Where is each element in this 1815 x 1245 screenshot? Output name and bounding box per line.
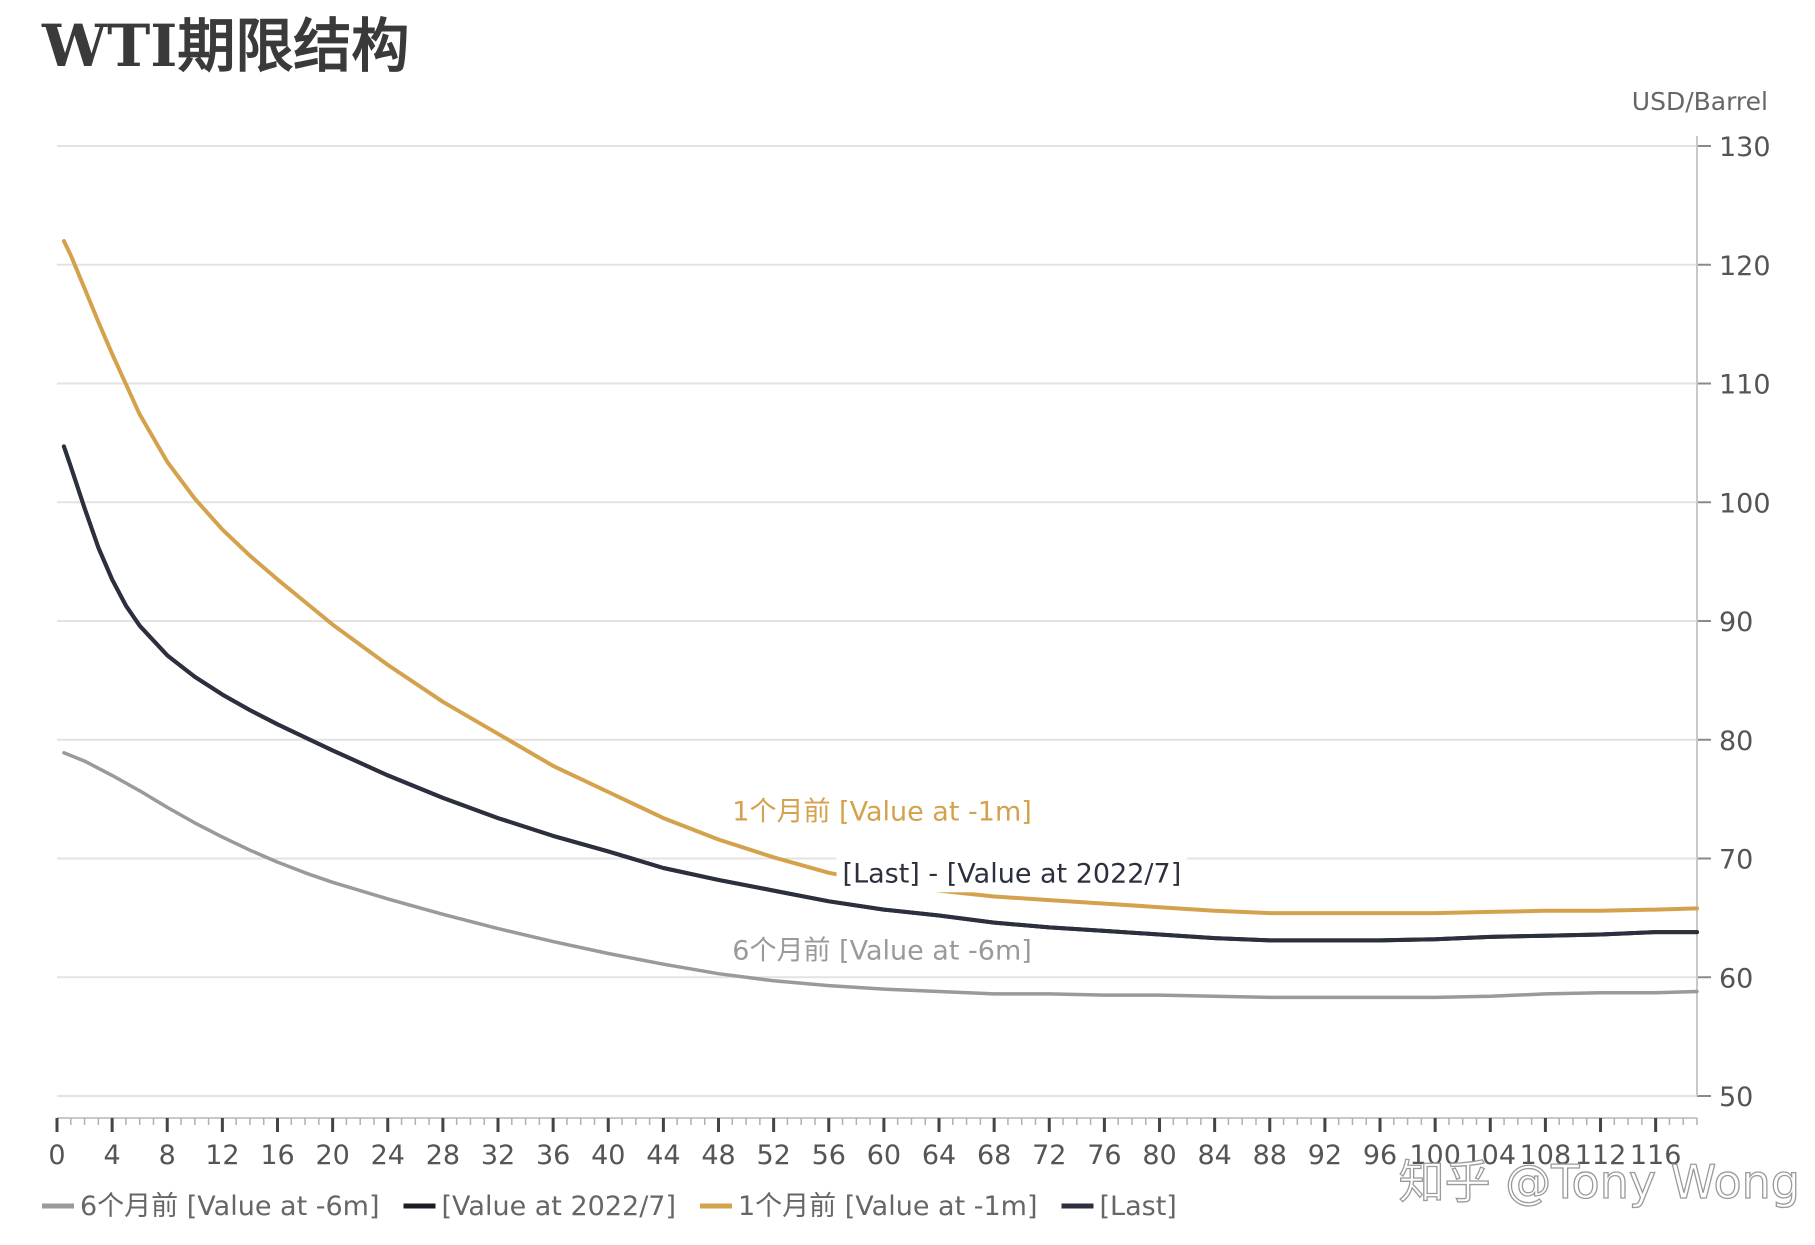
- chart-title: WTI期限结构: [41, 12, 409, 80]
- x-tick-label: 32: [481, 1140, 515, 1171]
- watermark: 知乎 @Tony Wong: [1398, 1154, 1801, 1209]
- x-tick-label: 96: [1363, 1140, 1397, 1171]
- x-tick-label: 28: [426, 1140, 460, 1171]
- x-tick-label: 8: [159, 1140, 176, 1171]
- x-tick-label: 60: [867, 1140, 901, 1171]
- x-tick-label: 44: [646, 1140, 680, 1171]
- x-tick-label: 108: [1520, 1140, 1572, 1171]
- y-tick-label: 90: [1719, 607, 1753, 638]
- x-tick-label: 104: [1465, 1140, 1517, 1171]
- y-tick-label: 110: [1719, 370, 1771, 401]
- x-tick-label: 40: [591, 1140, 625, 1171]
- y-tick-label: 80: [1719, 726, 1753, 757]
- x-tick-label: 68: [977, 1140, 1011, 1171]
- x-tick-label: 64: [922, 1140, 956, 1171]
- annotation-label-m1: 1个月前 [Value at -1m]: [732, 797, 1032, 828]
- y-tick-label: 120: [1719, 251, 1771, 282]
- annotation-label-m6: 6个月前 [Value at -6m]: [732, 935, 1032, 966]
- legend-label-last: [Last]: [1100, 1191, 1177, 1222]
- y-tick-label: 50: [1719, 1082, 1753, 1113]
- x-tick-label: 100: [1409, 1140, 1461, 1171]
- x-tick-label: 24: [371, 1140, 405, 1171]
- legend: 6个月前 [Value at -6m] [Value at 2022/7] 1个月前…: [42, 1191, 1177, 1222]
- x-tick-label: 76: [1087, 1140, 1121, 1171]
- y-tick-label: 60: [1719, 963, 1753, 994]
- watermark-text: 知乎 @Tony Wong: [1399, 1155, 1800, 1209]
- annotation-bg-m6: [726, 931, 1038, 970]
- y-tick-label: 70: [1719, 845, 1753, 876]
- legend-label-m1: 1个月前 [Value at -1m]: [738, 1191, 1038, 1222]
- x-tick-label: 88: [1253, 1140, 1287, 1171]
- annotation-bg-last: [836, 854, 1188, 893]
- x-tick-label: 84: [1197, 1140, 1231, 1171]
- x-tick-label: 56: [812, 1140, 846, 1171]
- x-tick-label: 4: [104, 1140, 121, 1171]
- x-tick-label: 80: [1142, 1140, 1176, 1171]
- series-lines: [61, 239, 1699, 1000]
- x-tick-label: 16: [260, 1140, 294, 1171]
- legend-label-jul: [Value at 2022/7]: [442, 1191, 677, 1222]
- series-annotations: 1个月前 [Value at -1m] [Last] - [Value at 20…: [726, 792, 1188, 970]
- annotation-label-last: [Last] - [Value at 2022/7]: [843, 858, 1182, 889]
- x-tick-label: 116: [1630, 1140, 1682, 1171]
- x-tick-label: 48: [701, 1140, 735, 1171]
- x-tick-label: 92: [1308, 1140, 1342, 1171]
- series-line-last: [61, 444, 1699, 943]
- x-tick-label: 72: [1032, 1140, 1066, 1171]
- y-tick-label: 100: [1719, 488, 1771, 519]
- y-tick-label: 130: [1719, 132, 1771, 163]
- x-tick-label: 52: [756, 1140, 790, 1171]
- x-tick-label: 12: [205, 1140, 239, 1171]
- x-tick-label: 0: [48, 1140, 65, 1171]
- legend-label-m6: 6个月前 [Value at -6m]: [80, 1191, 380, 1222]
- series-line-m1: [61, 239, 1699, 916]
- series-line-m6: [62, 751, 1699, 1000]
- x-tick-label: 20: [315, 1140, 349, 1171]
- x-tick-label: 36: [536, 1140, 570, 1171]
- y-axis-unit-label: USD/Barrel: [1632, 87, 1768, 116]
- annotation-bg-m1: [726, 792, 1038, 831]
- x-tick-label: 112: [1575, 1140, 1627, 1171]
